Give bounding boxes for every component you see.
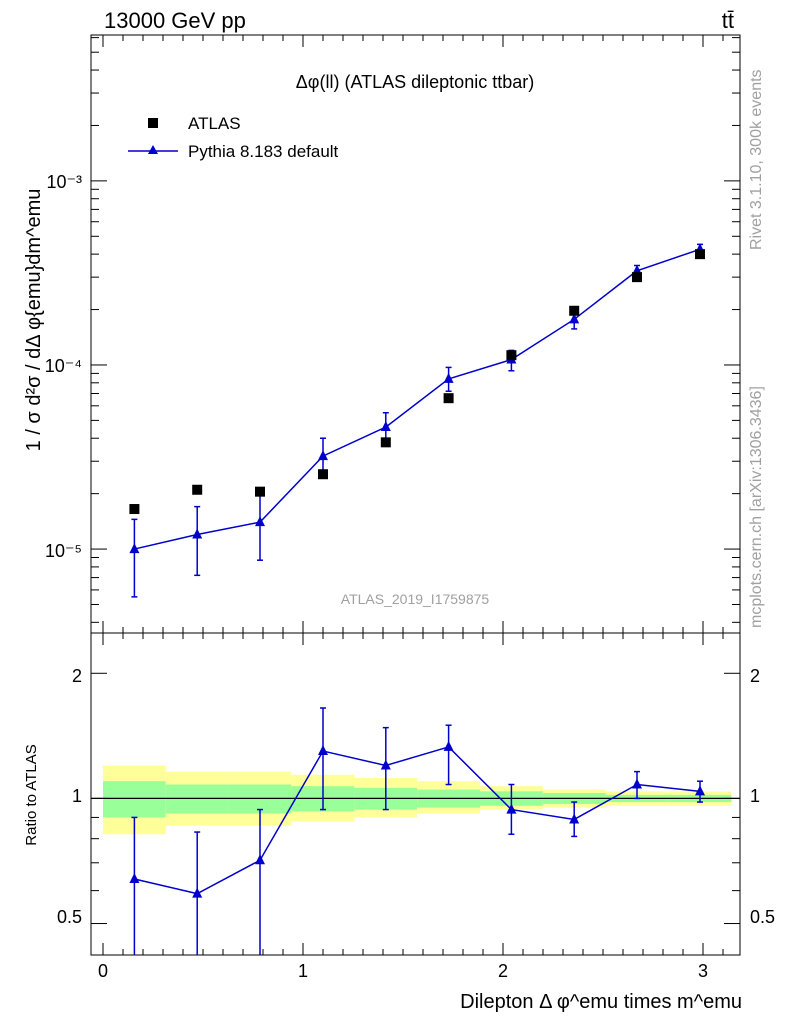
main-axis-ticks xyxy=(91,35,740,633)
ratio-y-axis-label: Ratio to ATLAS xyxy=(23,744,40,845)
pythia-series-line xyxy=(134,248,701,550)
ratio-y-tick-labels: 0.5 1 2 0.5 1 2 xyxy=(57,666,775,927)
legend-atlas-marker xyxy=(148,118,158,128)
atlas-data-point xyxy=(318,469,328,480)
y-tick-label-1e-3: 10⁻³ xyxy=(46,172,82,192)
x-tick-label-1: 1 xyxy=(298,961,308,981)
energy-label: 13000 GeV pp xyxy=(104,8,246,33)
plot-title: Δφ(ll) (ATLAS dileptonic ttbar) xyxy=(296,72,534,92)
legend: ATLAS Pythia 8.183 default xyxy=(128,114,339,161)
ratio-point xyxy=(569,813,580,824)
ratio-series-line xyxy=(134,746,701,895)
ratio-plot-frame xyxy=(90,632,741,956)
ratio-point xyxy=(129,872,140,883)
ratio-tick-label-0.5-right: 0.5 xyxy=(750,907,775,927)
legend-pythia-marker xyxy=(148,145,158,154)
process-label: tt̄ xyxy=(722,8,734,33)
pythia-point xyxy=(569,313,580,324)
ratio-point xyxy=(695,785,705,796)
y-tick-label-1e-4: 10⁻⁴ xyxy=(45,356,82,376)
legend-pythia-label: Pythia 8.183 default xyxy=(188,142,339,161)
ratio-band-inner xyxy=(103,781,166,818)
ratio-tick-label-2-right: 2 xyxy=(750,666,760,686)
ratio-point xyxy=(255,854,265,865)
legend-atlas-label: ATLAS xyxy=(188,114,241,133)
x-tick-labels: 0 1 2 3 xyxy=(98,961,708,981)
rivet-version-label: Rivet 3.1.10, 300k events xyxy=(748,69,765,250)
ratio-point xyxy=(380,759,391,770)
atlas-data-point xyxy=(443,393,454,404)
pythia-point xyxy=(318,450,328,461)
ratio-point xyxy=(318,745,328,756)
pythia-point xyxy=(192,528,203,539)
atlas-data-point xyxy=(192,484,203,495)
pythia-point xyxy=(443,372,454,383)
main-y-tick-labels: 10⁻⁵ 10⁻⁴ 10⁻³ xyxy=(45,172,82,561)
atlas-data-point xyxy=(380,437,391,448)
pythia-point xyxy=(129,543,140,554)
ratio-tick-label-0.5-left: 0.5 xyxy=(57,907,82,927)
atlas-data-point xyxy=(255,486,265,497)
atlas-data-point xyxy=(695,249,705,260)
ratio-tick-label-1-left: 1 xyxy=(72,786,82,806)
main-y-axis-label: 1 / σ d²σ / dΔ φ{emu}dm^emu xyxy=(23,189,45,452)
ratio-point xyxy=(506,803,517,814)
ratio-plot-marks xyxy=(129,707,705,955)
x-axis-label: Dilepton Δ φ^emu times m^emu xyxy=(460,991,742,1013)
atlas-data-point xyxy=(569,305,580,316)
x-tick-label-0: 0 xyxy=(98,961,108,981)
ratio-point xyxy=(632,778,642,789)
atlas-data-point xyxy=(506,350,517,361)
ratio-tick-label-1-right: 1 xyxy=(750,786,760,806)
y-tick-label-1e-5: 10⁻⁵ xyxy=(45,541,82,561)
main-plot-marks xyxy=(129,243,705,598)
atlas-data-point xyxy=(632,272,642,283)
ratio-point xyxy=(443,740,454,751)
pythia-point xyxy=(380,421,391,432)
ratio-axis-ticks xyxy=(91,633,740,955)
analysis-id-label: ATLAS_2019_I1759875 xyxy=(341,591,490,607)
atlas-data-point xyxy=(129,504,140,515)
ratio-point xyxy=(192,887,203,898)
pythia-point xyxy=(255,516,265,527)
mcplots-url-label: mcplots.cern.ch [arXiv:1306.3436] xyxy=(748,386,765,628)
ratio-tick-label-2-left: 2 xyxy=(72,666,82,686)
x-tick-label-2: 2 xyxy=(498,961,508,981)
x-tick-label-3: 3 xyxy=(698,961,708,981)
ratio-uncertainty-bands xyxy=(91,765,740,835)
